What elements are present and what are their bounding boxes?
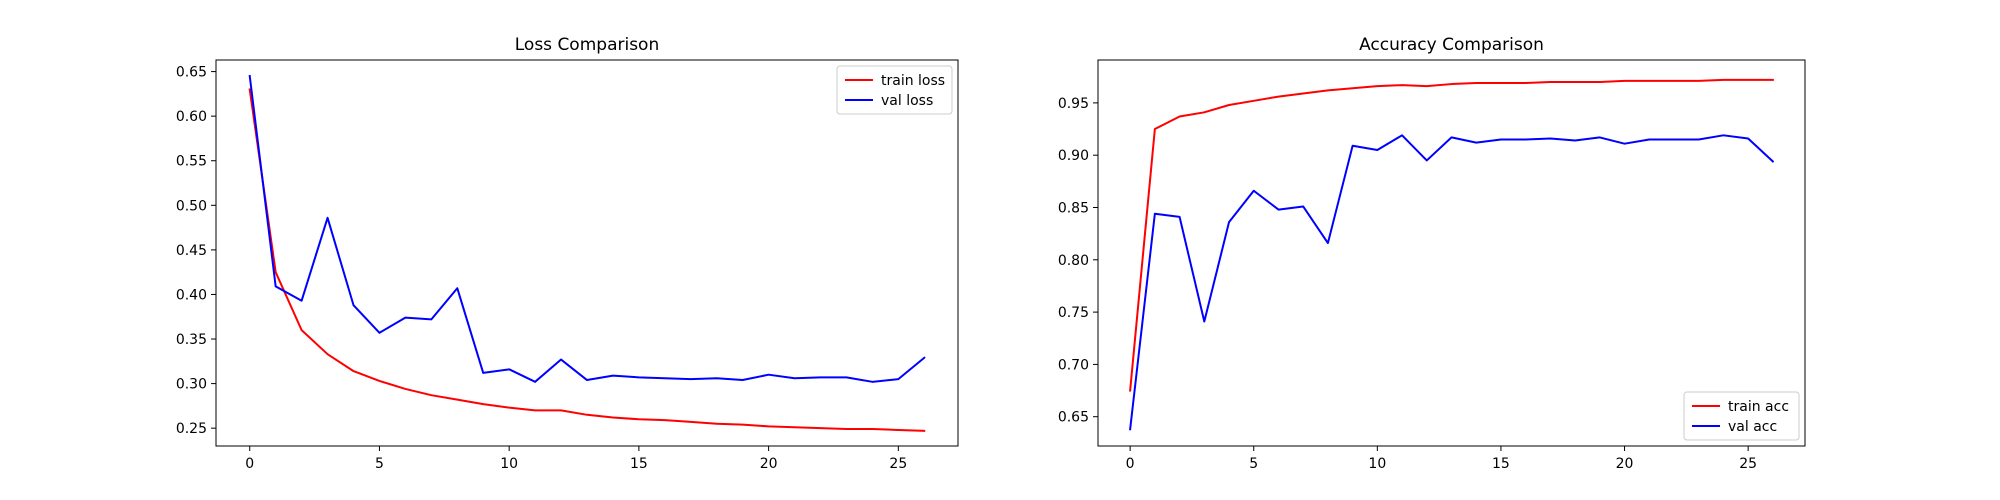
series-line-train-acc [1129, 78, 1774, 392]
legend-label-train-loss: train loss [881, 73, 945, 89]
chart-accuracy-comparison: Accuracy Comparison 0 5 10 15 20 25 0.65 0.70 0.7… [1058, 35, 1806, 472]
y-tick-label: 0.90 [1058, 148, 1089, 164]
chart-title: Accuracy Comparison [1359, 35, 1544, 55]
x-tick-label: 10 [1368, 456, 1386, 472]
y-tick-label: 0.95 [1058, 96, 1089, 112]
y-tick-label: 0.70 [1058, 357, 1089, 373]
x-tick-label: 0 [1126, 456, 1135, 472]
legend-label-train-acc: train acc [1728, 399, 1789, 415]
plot-frame [1097, 59, 1806, 447]
legend: train loss val loss [836, 65, 953, 115]
y-tick-label: 0.35 [176, 332, 207, 348]
y-tick-label: 0.30 [176, 377, 207, 393]
y-tick-label: 0.25 [176, 421, 207, 437]
series-line-val-acc [1129, 134, 1775, 431]
y-tick-label: 0.80 [1058, 253, 1089, 269]
y-tick-label: 0.45 [176, 243, 207, 259]
x-tick-label: 25 [889, 456, 907, 472]
x-tick-label: 5 [375, 456, 384, 472]
x-tick-label: 15 [630, 456, 648, 472]
y-tick-label: 0.55 [176, 154, 207, 170]
legend-box [836, 65, 953, 115]
x-tick-label: 10 [500, 456, 518, 472]
series-line-val-loss [248, 74, 926, 383]
x-tick-label: 0 [245, 456, 254, 472]
y-tick-label: 0.85 [1058, 200, 1089, 216]
legend-label-val-loss: val loss [881, 93, 933, 109]
y-tick-label: 0.75 [1058, 305, 1089, 321]
plot-frame [215, 59, 959, 447]
x-tick-label: 20 [760, 456, 778, 472]
series-line-train-loss [248, 88, 926, 432]
y-tick-label: 0.40 [176, 287, 207, 303]
legend: train acc val acc [1683, 391, 1800, 441]
x-tick-label: 25 [1739, 456, 1757, 472]
y-tick-label: 0.65 [176, 65, 207, 81]
chart-title: Loss Comparison [515, 35, 659, 55]
chart-loss-comparison: Loss Comparison 0 5 10 15 20 25 0.25 0.30 0.35 0.4… [176, 35, 959, 472]
y-tick-label: 0.60 [176, 109, 207, 125]
legend-label-val-acc: val acc [1728, 419, 1777, 435]
x-tick-label: 5 [1249, 456, 1258, 472]
x-tick-label: 20 [1616, 456, 1634, 472]
x-tick-label: 15 [1492, 456, 1510, 472]
y-tick-label: 0.65 [1058, 410, 1089, 426]
y-tick-label: 0.50 [176, 198, 207, 214]
legend-box [1683, 391, 1800, 441]
